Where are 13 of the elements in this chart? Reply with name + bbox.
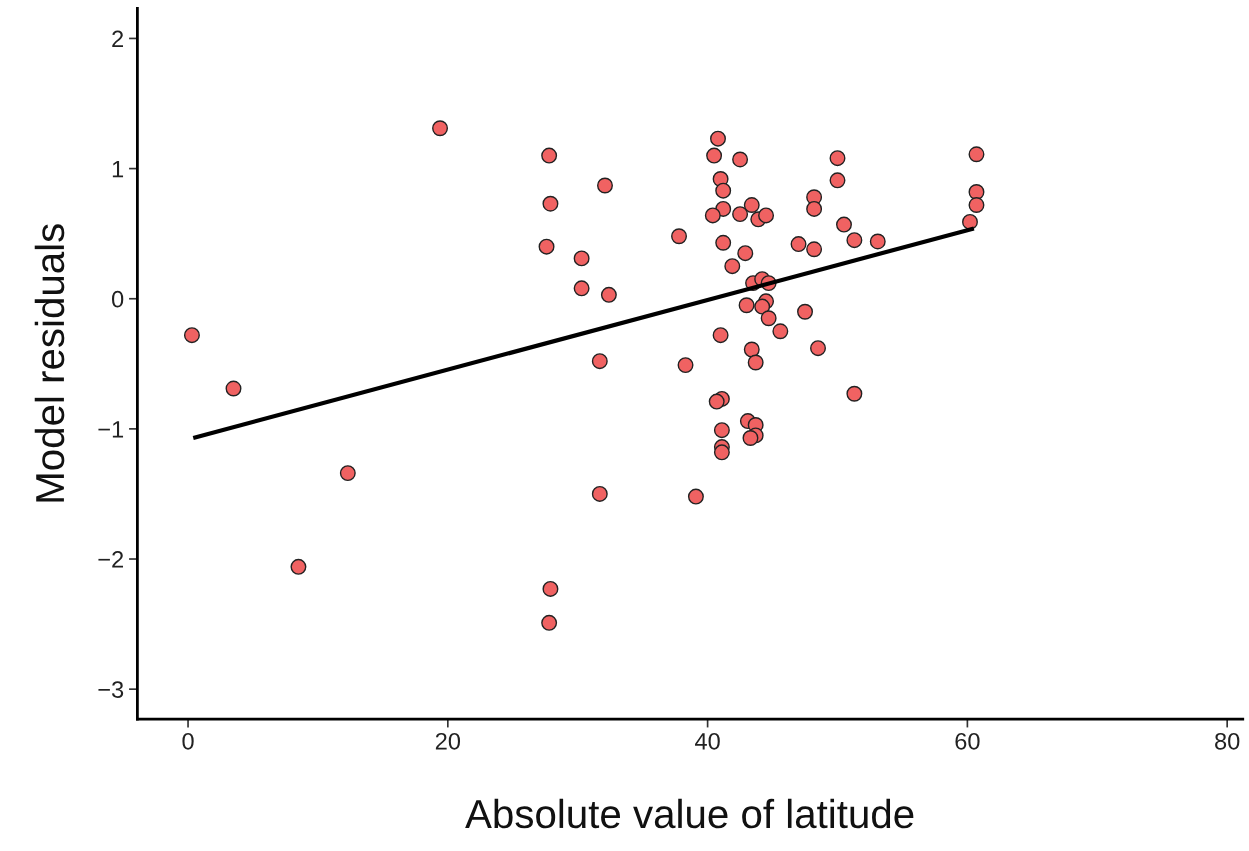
y-tick-label: −3 — [98, 681, 124, 698]
y-tick-label: 2 — [112, 30, 124, 47]
y-tick-label: −2 — [98, 551, 124, 568]
x-tick-label: 80 — [1215, 732, 1240, 750]
x-tick-label: 0 — [182, 732, 194, 750]
y-tick-label: 1 — [112, 160, 124, 178]
x-tick-label: 40 — [695, 732, 720, 750]
y-tick-label: −1 — [98, 421, 124, 438]
x-tick-label: 60 — [955, 732, 980, 750]
y-tick-label: 0 — [111, 290, 124, 308]
y-axis-title: Model residuals — [34, 224, 65, 502]
x-axis-title: Absolute value of latitude — [465, 798, 914, 829]
x-tick-label: 20 — [435, 732, 461, 750]
